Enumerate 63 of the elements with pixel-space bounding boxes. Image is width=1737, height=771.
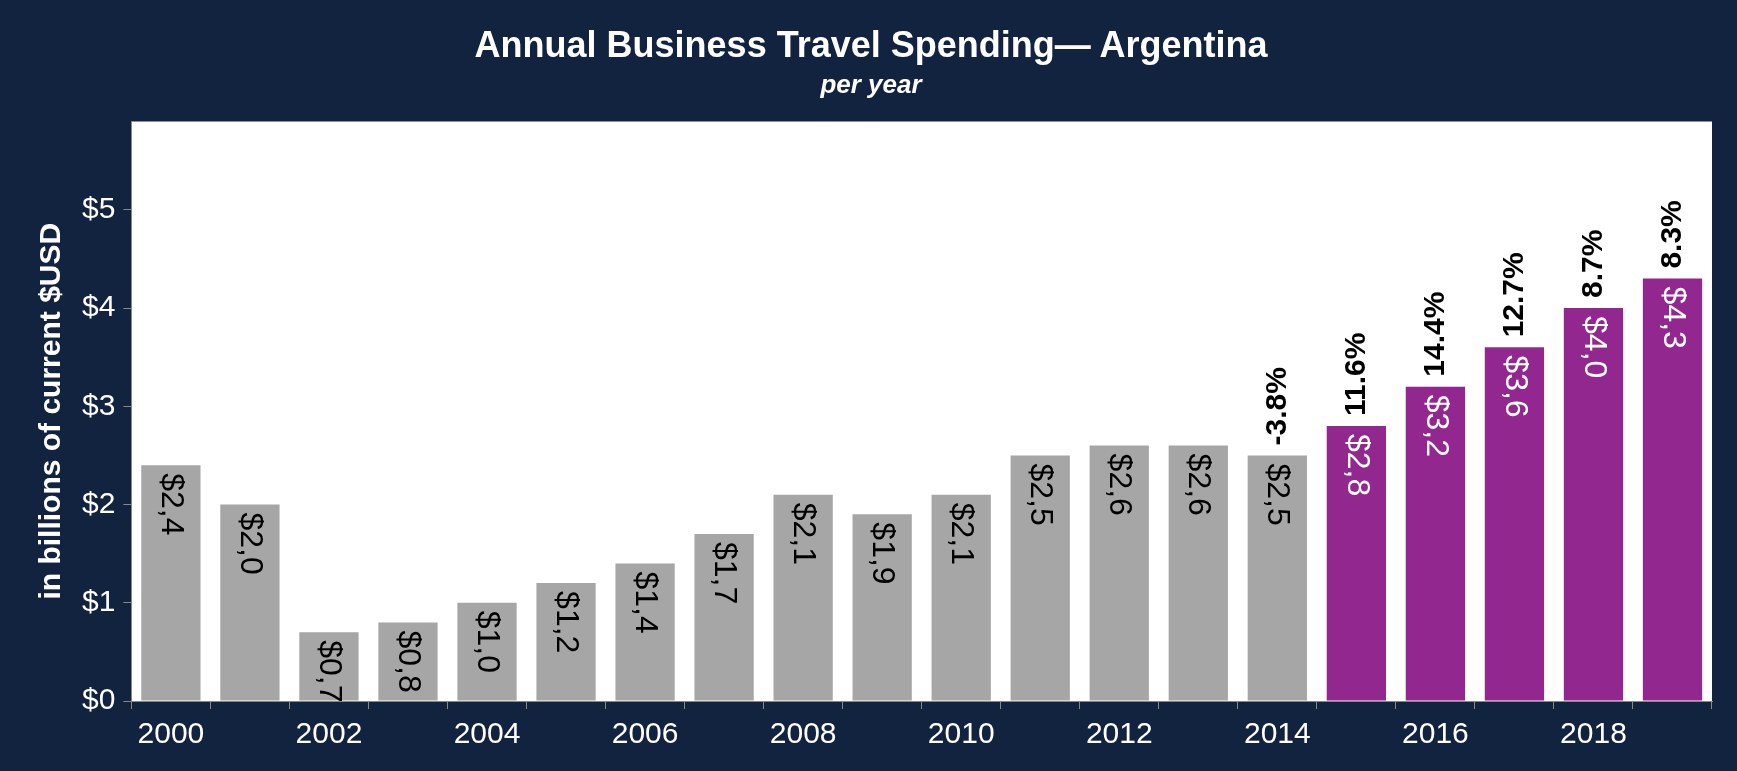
y-tick-label: $4 (81, 289, 116, 323)
data-label: $2,6 (1103, 453, 1140, 516)
y-tick-label: $0 (81, 682, 116, 716)
bar (220, 504, 280, 701)
y-tick-label: $5 (81, 191, 116, 225)
bar (615, 563, 675, 701)
bar (1563, 308, 1624, 701)
x-tick-label: 2006 (611, 716, 679, 750)
x-tick-label: 2012 (1085, 716, 1153, 750)
x-tick-label: 2010 (927, 716, 995, 750)
data-label: $2,6 (1182, 453, 1219, 516)
data-label: $3,2 (1419, 394, 1456, 457)
y-tick-label: $1 (81, 584, 116, 618)
data-label: $2,4 (155, 473, 192, 536)
x-tick-label: 2018 (1560, 716, 1627, 750)
data-label: $0,8 (392, 630, 429, 693)
chart-title: Annual Business Travel Spending— Argentina (474, 23, 1269, 65)
x-tick-label: 2002 (295, 716, 363, 750)
data-label: $2,0 (234, 512, 271, 575)
data-label: $4,0 (1577, 316, 1614, 379)
annotation: -3.8% (1258, 367, 1292, 446)
data-label: $1,0 (471, 610, 508, 674)
y-tick-label: $3 (81, 387, 116, 421)
bar (1326, 425, 1386, 701)
bar (1010, 455, 1070, 701)
annotation: 8.7% (1574, 229, 1608, 299)
x-tick-label: 2008 (769, 716, 837, 750)
y-axis-title: in billions of current $USD (33, 222, 67, 600)
bar (141, 465, 201, 701)
bar (1247, 455, 1307, 701)
bar (457, 602, 517, 701)
annotation: 11.6% (1337, 332, 1371, 416)
bar (1484, 347, 1545, 701)
x-tick-label: 2014 (1243, 716, 1311, 750)
data-label: $1,4 (629, 571, 666, 634)
data-label: $2,5 (1024, 463, 1061, 526)
bar (694, 534, 754, 701)
bar (852, 514, 912, 701)
data-label: $2,5 (1261, 463, 1298, 526)
bar (1642, 278, 1703, 701)
bar (773, 494, 833, 701)
annotation: 12.7% (1495, 252, 1529, 338)
bar (1405, 386, 1466, 701)
bar (1089, 445, 1149, 701)
data-label: $2,1 (945, 502, 982, 565)
data-label: $2,1 (787, 502, 824, 565)
data-label: $1,2 (550, 591, 587, 654)
annotation: 8.3% (1653, 200, 1687, 269)
x-tick-label: 2000 (137, 716, 205, 750)
x-tick-label: 2016 (1402, 716, 1469, 750)
bar (931, 494, 991, 701)
data-label: $3,6 (1498, 355, 1535, 418)
data-label: $0,7 (313, 640, 350, 703)
y-tick-label: $2 (81, 485, 116, 519)
bar (1168, 445, 1228, 701)
x-tick-label: 2004 (453, 716, 521, 750)
data-label: $4,3 (1656, 286, 1693, 349)
data-label: $2,8 (1340, 433, 1377, 497)
annotation: 14.4% (1416, 291, 1450, 377)
data-label: $1,9 (866, 522, 903, 585)
bar (536, 583, 596, 701)
chart-subtitle: per year (819, 68, 924, 99)
data-label: $1,7 (708, 542, 745, 605)
